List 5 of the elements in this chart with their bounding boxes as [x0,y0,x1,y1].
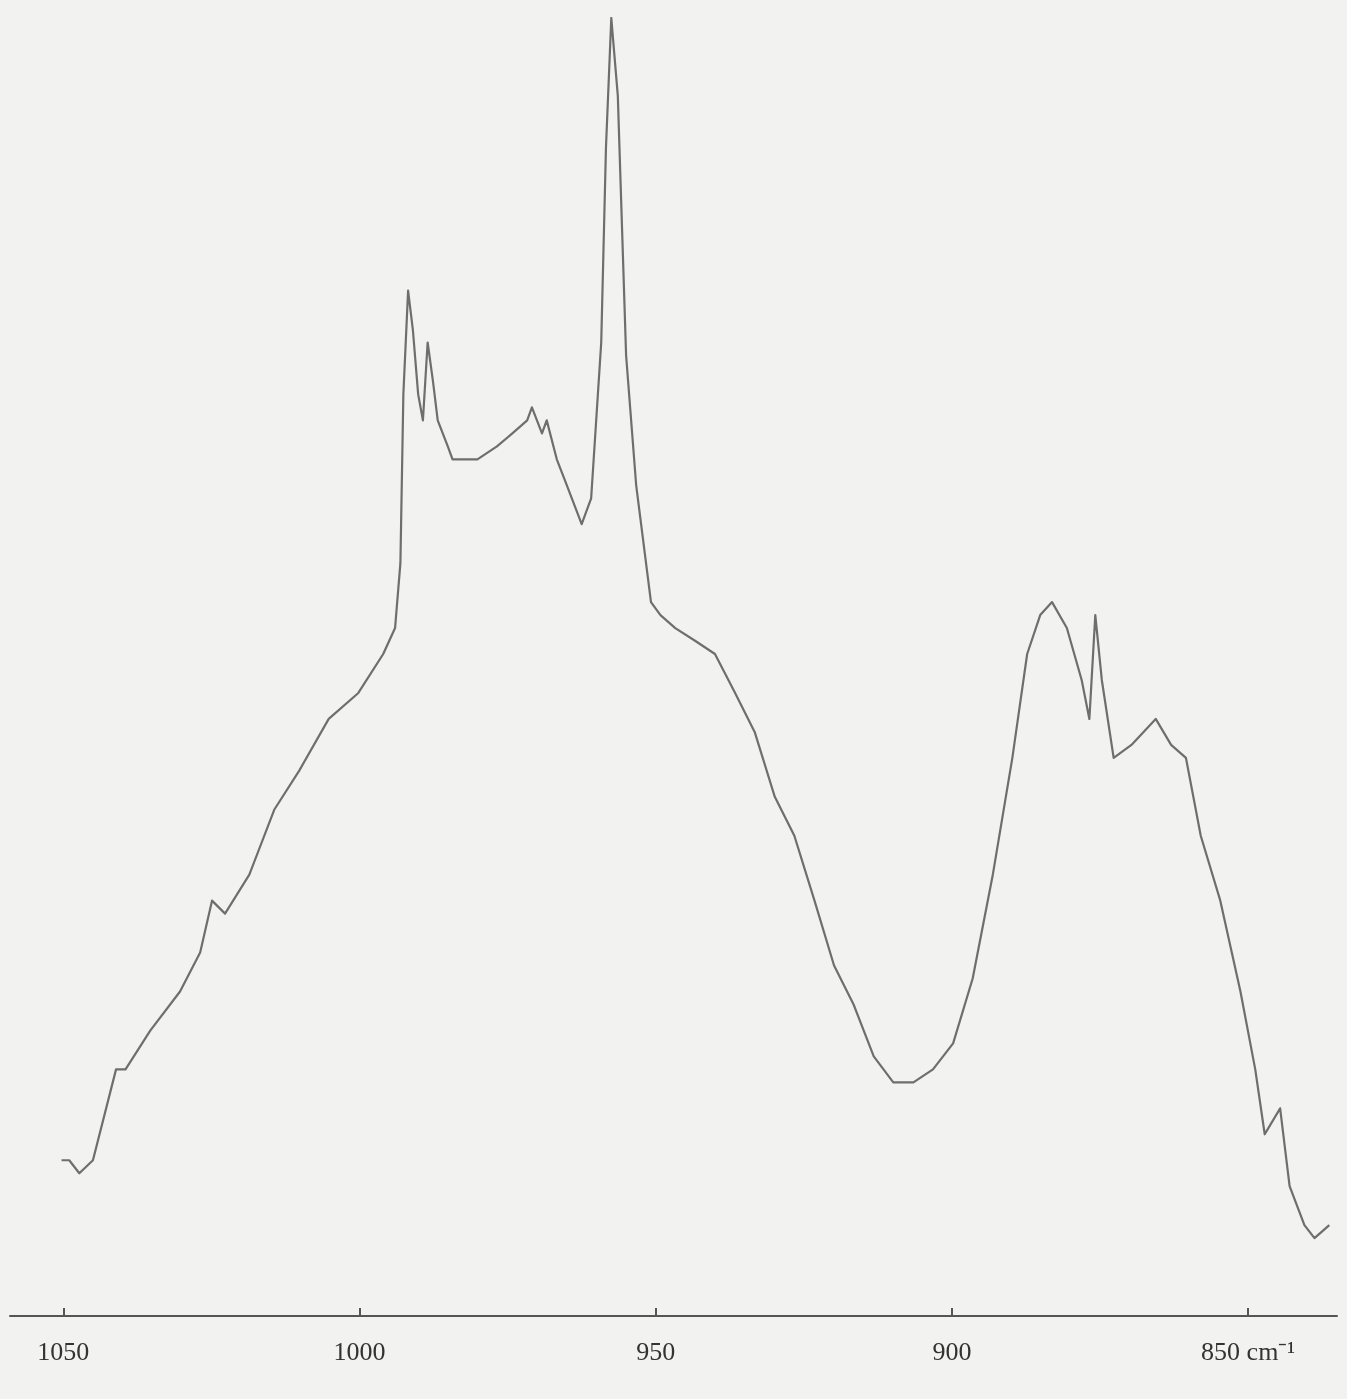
x-tick-label: 900 [932,1336,972,1366]
x-tick-label: 950 [636,1336,676,1366]
x-tick-label: 1050 [37,1336,90,1366]
x-tick-label: 850 cm⁻¹ [1201,1336,1296,1366]
x-tick-label: 1000 [333,1336,386,1366]
